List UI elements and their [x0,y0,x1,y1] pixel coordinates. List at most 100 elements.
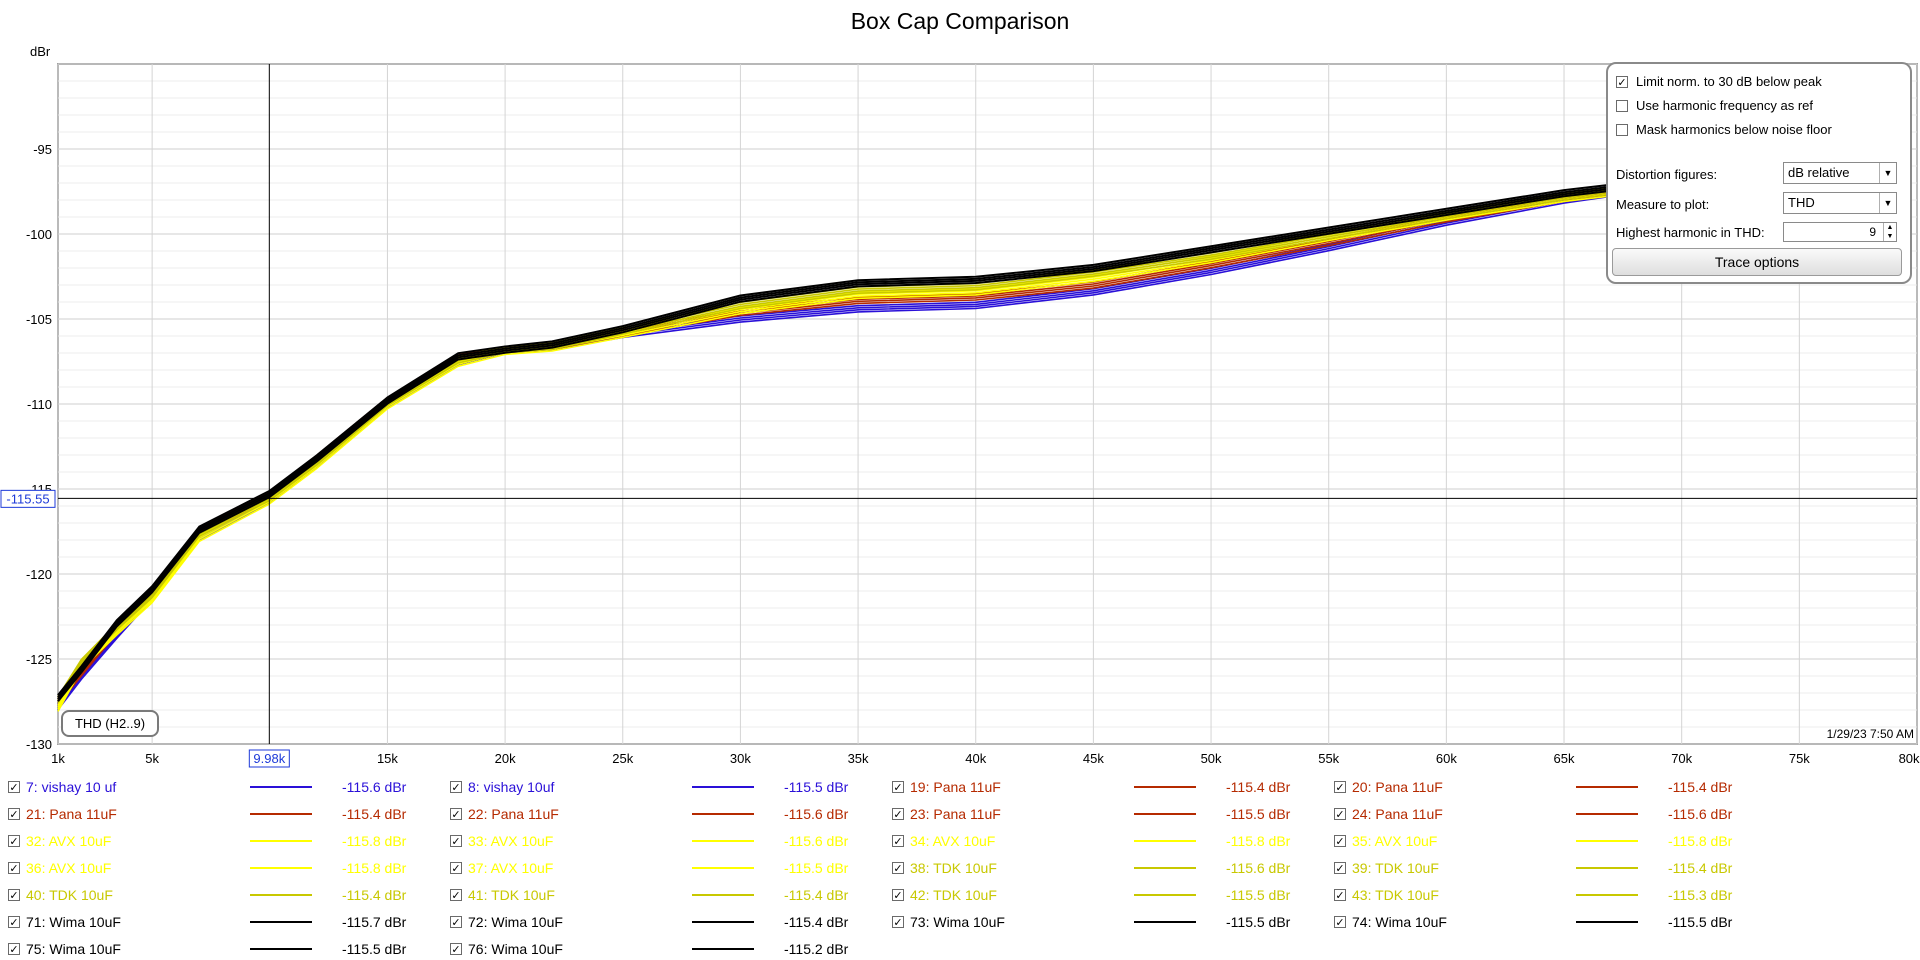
legend-item-value: -115.3 dBr [1668,887,1733,903]
legend-item-checkbox[interactable]: ✓ [1334,835,1346,848]
mask-harmonics-row[interactable]: Mask harmonics below noise floor [1616,122,1832,137]
legend-item-value: -115.7 dBr [342,914,407,930]
legend-item-checkbox[interactable]: ✓ [450,862,462,875]
thd-chart[interactable]: 1k 5k 15k 20k 25k 30k 35k 40k 45k 50k 55k 60k 65k 70k… [0,0,1920,776]
legend-item-checkbox[interactable]: ✓ [1334,781,1346,794]
legend-item-checkbox[interactable]: ✓ [1334,862,1346,875]
legend-item-checkbox[interactable]: ✓ [8,781,20,794]
legend-item-value: -115.4 dBr [1668,860,1733,876]
chevron-down-icon[interactable]: ▼ [1879,163,1896,183]
legend-item-checkbox[interactable]: ✓ [8,889,20,902]
options-panel: ✓ Limit norm. to 30 dB below peak Use ha… [1606,62,1912,284]
use-harmonic-row[interactable]: Use harmonic frequency as ref [1616,98,1813,113]
legend-item-value: -115.5 dBr [1226,914,1291,930]
x-tick-label: 20k [495,751,516,766]
legend-item-checkbox[interactable]: ✓ [892,835,904,848]
legend-item[interactable]: ✓ 36: AVX 10uF -115.8 dBr [0,857,440,879]
x-tick-label: 1k [51,751,65,766]
legend-item-checkbox[interactable]: ✓ [8,943,20,956]
legend-item[interactable]: ✓ 21: Pana 11uF -115.4 dBr [0,803,440,825]
legend-item-checkbox[interactable]: ✓ [8,916,20,929]
legend-item-checkbox[interactable]: ✓ [892,781,904,794]
legend-item[interactable]: ✓ 7: vishay 10 uf -115.6 dBr [0,776,440,798]
measure-to-plot-select[interactable]: THD ▼ [1783,192,1897,214]
spinner-arrows-icon[interactable]: ▲ ▼ [1883,223,1896,241]
legend-item-checkbox[interactable]: ✓ [1334,808,1346,821]
legend-item[interactable]: ✓ 24: Pana 11uF -115.6 dBr [1326,803,1766,825]
legend-item[interactable]: ✓ 38: TDK 10uF -115.6 dBr [884,857,1324,879]
legend-item[interactable]: ✓ 71: Wima 10uF -115.7 dBr [0,911,440,933]
legend-item[interactable]: ✓ 37: AVX 10uF -115.5 dBr [442,857,882,879]
legend-item-checkbox[interactable]: ✓ [892,916,904,929]
legend-item-checkbox[interactable]: ✓ [8,835,20,848]
x-tick-label: 80kHz [1899,751,1920,766]
legend-item-checkbox[interactable]: ✓ [450,889,462,902]
legend-item-value: -115.8 dBr [342,833,407,849]
legend-item[interactable]: ✓ 76: Wima 10uF -115.2 dBr [442,938,882,960]
legend-item-label: 73: Wima 10uF [910,914,1005,930]
legend-item[interactable]: ✓ 73: Wima 10uF -115.5 dBr [884,911,1324,933]
legend-item[interactable]: ✓ 19: Pana 11uF -115.4 dBr [884,776,1324,798]
legend-item-checkbox[interactable]: ✓ [8,808,20,821]
legend-item[interactable]: ✓ 72: Wima 10uF -115.4 dBr [442,911,882,933]
legend-item[interactable]: ✓ 35: AVX 10uF -115.8 dBr [1326,830,1766,852]
legend-item-checkbox[interactable]: ✓ [1334,916,1346,929]
legend-item-swatch [692,894,754,896]
legend-item-swatch [1576,921,1638,923]
legend-item-checkbox[interactable]: ✓ [450,916,462,929]
trace-options-button[interactable]: Trace options [1612,248,1902,276]
legend-item-checkbox[interactable]: ✓ [892,862,904,875]
x-tick-label: 50k [1201,751,1222,766]
legend-item-swatch [1576,894,1638,896]
legend-item-label: 20: Pana 11uF [1352,779,1443,795]
legend-item[interactable]: ✓ 34: AVX 10uF -115.8 dBr [884,830,1324,852]
legend-item-checkbox[interactable]: ✓ [450,808,462,821]
legend-item[interactable]: ✓ 75: Wima 10uF -115.5 dBr [0,938,440,960]
legend-item-value: -115.5 dBr [784,779,849,795]
legend-item[interactable]: ✓ 20: Pana 11uF -115.4 dBr [1326,776,1766,798]
legend-item[interactable]: ✓ 32: AVX 10uF -115.8 dBr [0,830,440,852]
legend-item-swatch [692,840,754,842]
legend-item[interactable]: ✓ 39: TDK 10uF -115.4 dBr [1326,857,1766,879]
limit-norm-row[interactable]: ✓ Limit norm. to 30 dB below peak [1616,74,1822,89]
legend-item[interactable]: ✓ 42: TDK 10uF -115.5 dBr [884,884,1324,906]
legend-item-checkbox[interactable]: ✓ [892,808,904,821]
legend-item-swatch [692,921,754,923]
legend-item-value: -115.8 dBr [1226,833,1291,849]
legend-item[interactable]: ✓ 23: Pana 11uF -115.5 dBr [884,803,1324,825]
legend-item[interactable]: ✓ 43: TDK 10uF -115.3 dBr [1326,884,1766,906]
legend-item[interactable]: ✓ 41: TDK 10uF -115.4 dBr [442,884,882,906]
legend-item-checkbox[interactable]: ✓ [450,835,462,848]
legend-item-checkbox[interactable]: ✓ [8,862,20,875]
legend-item-swatch [1576,786,1638,788]
legend-item-value: -115.5 dBr [1226,806,1291,822]
legend-item-value: -115.8 dBr [342,860,407,876]
legend-item[interactable]: ✓ 22: Pana 11uF -115.6 dBr [442,803,882,825]
distortion-figures-select[interactable]: dB relative ▼ [1783,162,1897,184]
legend-item-swatch [1134,813,1196,815]
legend-item-value: -115.4 dBr [342,887,407,903]
highest-harmonic-spinner[interactable]: 9 ▲ ▼ [1783,222,1897,242]
legend-item-label: 34: AVX 10uF [910,833,996,849]
timestamp: 1/29/23 7:50 AM [1827,727,1914,741]
legend-item-swatch [692,948,754,950]
legend-item-checkbox[interactable]: ✓ [450,781,462,794]
legend-item[interactable]: ✓ 33: AVX 10uF -115.6 dBr [442,830,882,852]
legend-item[interactable]: ✓ 74: Wima 10uF -115.5 dBr [1326,911,1766,933]
mask-harmonics-checkbox[interactable] [1616,123,1628,136]
legend-item-checkbox[interactable]: ✓ [450,943,462,956]
limit-norm-checkbox[interactable]: ✓ [1616,75,1628,89]
chevron-down-icon[interactable]: ▼ [1879,193,1896,213]
use-harmonic-checkbox[interactable] [1616,99,1628,112]
legend-item-checkbox[interactable]: ✓ [1334,889,1346,902]
legend-item[interactable]: ✓ 8: vishay 10uf -115.5 dBr [442,776,882,798]
legend-item-swatch [250,840,312,842]
legend-item-checkbox[interactable]: ✓ [892,889,904,902]
legend-item-swatch [692,867,754,869]
legend-item-label: 43: TDK 10uF [1352,887,1439,903]
legend-item-value: -115.6 dBr [784,806,849,822]
legend-item-swatch [1134,921,1196,923]
legend-item-label: 7: vishay 10 uf [26,779,117,795]
legend-item-label: 35: AVX 10uF [1352,833,1438,849]
legend-item[interactable]: ✓ 40: TDK 10uF -115.4 dBr [0,884,440,906]
